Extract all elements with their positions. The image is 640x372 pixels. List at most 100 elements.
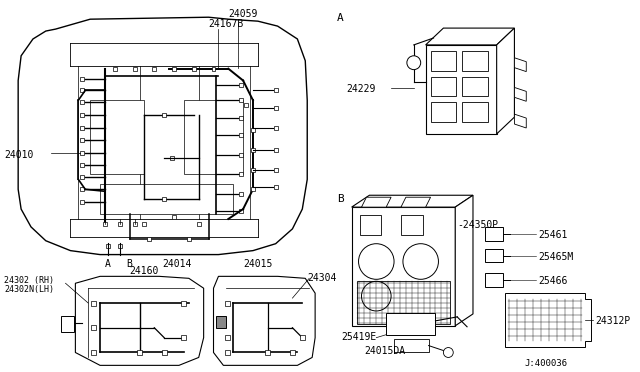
Bar bbox=[239, 133, 243, 137]
Bar bbox=[239, 209, 243, 213]
Bar bbox=[386, 313, 435, 335]
Bar bbox=[61, 316, 74, 332]
Bar bbox=[290, 350, 295, 355]
Bar bbox=[239, 116, 243, 120]
Text: A: A bbox=[105, 259, 111, 269]
Text: 24160: 24160 bbox=[130, 266, 159, 276]
Polygon shape bbox=[515, 58, 526, 72]
Bar bbox=[251, 128, 255, 132]
Bar bbox=[462, 77, 488, 96]
Bar bbox=[106, 244, 110, 248]
Bar bbox=[80, 100, 84, 104]
Text: 24304: 24304 bbox=[307, 273, 337, 283]
Bar bbox=[239, 83, 243, 87]
Bar bbox=[244, 103, 248, 107]
Bar bbox=[274, 167, 278, 171]
Bar bbox=[360, 215, 381, 235]
Bar bbox=[485, 248, 502, 263]
Polygon shape bbox=[455, 195, 473, 326]
Text: 25465M: 25465M bbox=[538, 251, 573, 262]
Bar bbox=[239, 192, 243, 196]
Text: 25461: 25461 bbox=[538, 230, 568, 240]
Text: -24350P: -24350P bbox=[457, 220, 499, 230]
Circle shape bbox=[444, 347, 453, 357]
Bar bbox=[251, 167, 255, 171]
Text: J:400036: J:400036 bbox=[524, 359, 567, 368]
Polygon shape bbox=[100, 185, 233, 214]
Text: 24015: 24015 bbox=[243, 259, 273, 269]
Bar bbox=[91, 350, 95, 355]
Bar bbox=[80, 163, 84, 167]
Bar bbox=[113, 67, 117, 71]
Text: A: A bbox=[337, 13, 344, 23]
Bar bbox=[216, 316, 227, 328]
Bar bbox=[274, 126, 278, 130]
Polygon shape bbox=[184, 100, 243, 174]
Bar bbox=[80, 176, 84, 179]
Bar bbox=[431, 102, 456, 122]
Text: B: B bbox=[337, 194, 344, 204]
Polygon shape bbox=[426, 28, 515, 45]
Bar bbox=[394, 339, 429, 353]
Bar bbox=[80, 113, 84, 117]
Bar bbox=[152, 67, 156, 71]
Bar bbox=[274, 89, 278, 92]
Bar bbox=[80, 200, 84, 204]
Bar bbox=[103, 222, 107, 226]
Bar bbox=[462, 102, 488, 122]
Circle shape bbox=[403, 244, 438, 279]
Polygon shape bbox=[515, 114, 526, 128]
Bar bbox=[80, 126, 84, 130]
Bar bbox=[462, 51, 488, 71]
Bar bbox=[274, 148, 278, 152]
Polygon shape bbox=[18, 17, 307, 254]
Text: 24014: 24014 bbox=[163, 259, 192, 269]
Bar bbox=[80, 151, 84, 155]
Text: 24059: 24059 bbox=[228, 9, 258, 19]
Text: 24167B: 24167B bbox=[209, 19, 244, 29]
Bar bbox=[91, 325, 95, 330]
Bar bbox=[80, 138, 84, 142]
Bar bbox=[300, 335, 305, 340]
Text: B: B bbox=[127, 259, 132, 269]
Bar bbox=[182, 301, 186, 305]
Bar bbox=[225, 350, 230, 355]
Bar bbox=[274, 185, 278, 189]
Circle shape bbox=[407, 56, 420, 70]
Bar bbox=[91, 301, 95, 305]
Bar bbox=[172, 215, 176, 219]
Bar bbox=[132, 67, 136, 71]
Bar bbox=[118, 244, 122, 248]
Bar bbox=[147, 237, 151, 241]
Text: 24302 (RH): 24302 (RH) bbox=[4, 276, 54, 285]
Bar bbox=[172, 67, 176, 71]
Bar bbox=[225, 301, 230, 305]
Text: 24015DA: 24015DA bbox=[364, 346, 406, 356]
Bar bbox=[80, 187, 84, 191]
Bar bbox=[401, 215, 422, 235]
Bar bbox=[239, 98, 243, 102]
Bar bbox=[137, 350, 142, 355]
Polygon shape bbox=[76, 276, 204, 365]
Bar bbox=[80, 77, 84, 80]
Polygon shape bbox=[214, 276, 315, 365]
Bar bbox=[251, 187, 255, 191]
Bar bbox=[187, 237, 191, 241]
Text: 24229: 24229 bbox=[347, 84, 376, 94]
Bar bbox=[431, 77, 456, 96]
Bar bbox=[426, 45, 497, 134]
Circle shape bbox=[362, 281, 391, 311]
Text: 24302N(LH): 24302N(LH) bbox=[4, 285, 54, 294]
Polygon shape bbox=[362, 197, 391, 207]
Polygon shape bbox=[90, 100, 145, 174]
Bar bbox=[266, 350, 270, 355]
Bar bbox=[274, 106, 278, 110]
Bar bbox=[162, 113, 166, 117]
Bar bbox=[351, 207, 455, 326]
Bar bbox=[80, 89, 84, 92]
Bar bbox=[192, 67, 196, 71]
Bar bbox=[485, 273, 502, 287]
Bar bbox=[239, 173, 243, 176]
Bar bbox=[212, 67, 216, 71]
Polygon shape bbox=[497, 28, 515, 134]
